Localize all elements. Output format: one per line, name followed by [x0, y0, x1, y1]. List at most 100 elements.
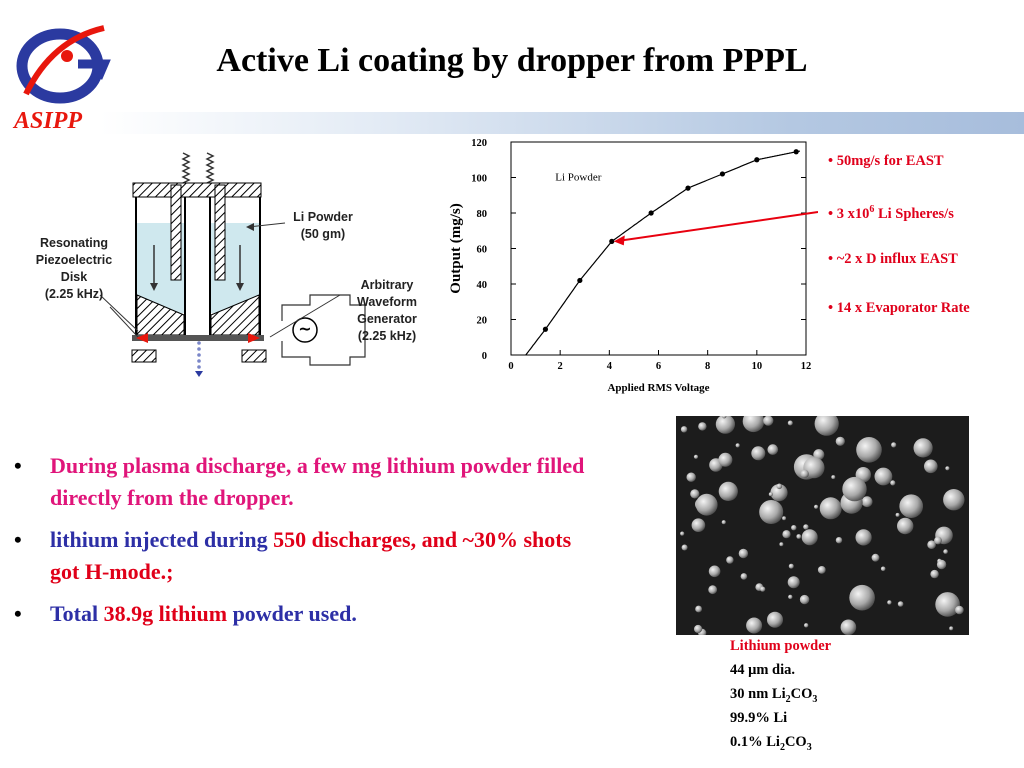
annotation-rate: • 50mg/s for EAST [828, 153, 944, 169]
lithium-sphere [680, 426, 688, 433]
lithium-sphere [855, 529, 872, 546]
caption-diameter: 44 μm dia. [730, 662, 796, 678]
lithium-sphere [760, 586, 766, 592]
lithium-sphere [751, 446, 766, 461]
lithium-sphere [787, 420, 793, 426]
annotation-evaporator: • 14 x Evaporator Rate [828, 300, 970, 316]
rod-left [170, 184, 182, 281]
lithium-sphere [943, 549, 948, 554]
lithium-sphere [718, 481, 738, 501]
highlight-arrow-head [613, 235, 625, 246]
lithium-sphere [840, 619, 857, 635]
lithium-powder-micrograph [676, 416, 969, 635]
piezo-disk [132, 335, 264, 341]
lithium-sphere [899, 494, 923, 518]
lithium-sphere [913, 438, 933, 458]
lithium-sphere [800, 469, 809, 478]
lithium-sphere [681, 544, 688, 551]
lithium-sphere [897, 517, 914, 535]
lithium-sphere [763, 416, 774, 426]
lithium-sphere [935, 592, 960, 617]
asipp-logo-icon [16, 25, 111, 104]
lithium-sphere [788, 563, 794, 569]
x-tick-label: 0 [508, 361, 513, 372]
data-point [719, 171, 726, 177]
series-label: Li Powder [555, 172, 601, 184]
lithium-sphere [831, 475, 836, 480]
lithium-sphere [799, 594, 810, 605]
lithium-sphere [927, 540, 936, 549]
lithium-sphere [726, 556, 734, 564]
dropper-schematic [99, 152, 366, 377]
x-tick-label: 12 [801, 361, 812, 372]
waveform-generator-label: Arbitrary Waveform Generator (2.25 kHz) [357, 278, 417, 343]
data-point [685, 185, 691, 191]
lithium-sphere [767, 611, 783, 628]
lithium-sphere [740, 573, 748, 580]
annotation-influx: • ~2 x D influx EAST [828, 251, 958, 267]
data-point [754, 157, 760, 163]
x-axis-label: Applied RMS Voltage [607, 382, 709, 394]
y-tick-label: 40 [477, 280, 488, 291]
lithium-sphere [891, 442, 897, 448]
data-point [609, 238, 615, 244]
lithium-sphere [943, 489, 965, 511]
lithium-sphere [738, 548, 749, 559]
lithium-sphere [880, 566, 886, 572]
lithium-sphere [746, 617, 763, 634]
lithium-sphere [735, 443, 740, 448]
brand-label: ASIPP [14, 108, 83, 134]
lithium-sphere [698, 422, 707, 431]
annotation-spheres: • 3 x106 Li Spheres/s [828, 204, 954, 222]
lithium-sphere [936, 559, 947, 570]
lithium-sphere [695, 605, 702, 613]
lithium-sphere [779, 542, 784, 547]
generator-wire [281, 294, 366, 366]
lithium-sphere [874, 467, 893, 486]
bullet-item: • Total 38.9g lithium powder used. [14, 601, 357, 626]
header-band [100, 112, 1024, 134]
data-point [793, 149, 799, 155]
lithium-sphere [835, 436, 845, 446]
lithium-sphere [796, 534, 802, 539]
bullet-item: • lithium injected during 550 discharges… [14, 527, 572, 584]
lithium-sphere [742, 416, 765, 433]
lithium-sphere [856, 437, 882, 463]
lithium-sphere [814, 504, 819, 509]
lithium-sphere [803, 524, 809, 530]
lithium-sphere [691, 518, 706, 532]
lithium-sphere [708, 585, 718, 595]
resonating-disk-label: Resonating Piezoelectric Disk (2.25 kHz) [35, 236, 113, 301]
lithium-sphere [686, 472, 696, 482]
lithium-sphere [817, 566, 826, 574]
rod-right [214, 184, 226, 281]
dropper-diagram: ~ Resonating Piezoelectric Disk (2.25 kH… [20, 145, 440, 385]
lithium-sphere [776, 483, 783, 490]
lithium-sphere [690, 489, 700, 499]
y-tick-label: 100 [471, 174, 487, 185]
lithium-sphere [890, 480, 896, 486]
y-axis-label: Output (mg/s) [448, 203, 464, 293]
falling-droplets [195, 341, 203, 377]
fit-curve [525, 150, 800, 356]
lithium-sphere [782, 530, 791, 539]
page-title: Active Li coating by dropper from PPPL [216, 42, 808, 79]
x-tick-label: 4 [607, 361, 613, 372]
lithium-sphere [871, 553, 880, 562]
lithium-sphere [930, 569, 939, 579]
lithium-sphere [694, 624, 703, 634]
lithium-sphere [897, 601, 904, 607]
y-tick-label: 20 [477, 316, 488, 327]
caption-coating: 30 nm Li2CO3 [730, 686, 818, 705]
lithium-sphere [835, 537, 843, 544]
lithium-sphere [861, 496, 873, 508]
bullet-item: • During plasma discharge, a few mg lith… [14, 453, 585, 510]
lithium-sphere [759, 500, 784, 524]
y-tick-label: 0 [482, 351, 487, 362]
lithium-sphere [949, 626, 954, 631]
lithium-sphere [814, 416, 839, 436]
data-point [542, 326, 549, 332]
lithium-sphere [887, 600, 892, 605]
lithium-sphere [767, 444, 779, 455]
top-flange [132, 182, 262, 198]
